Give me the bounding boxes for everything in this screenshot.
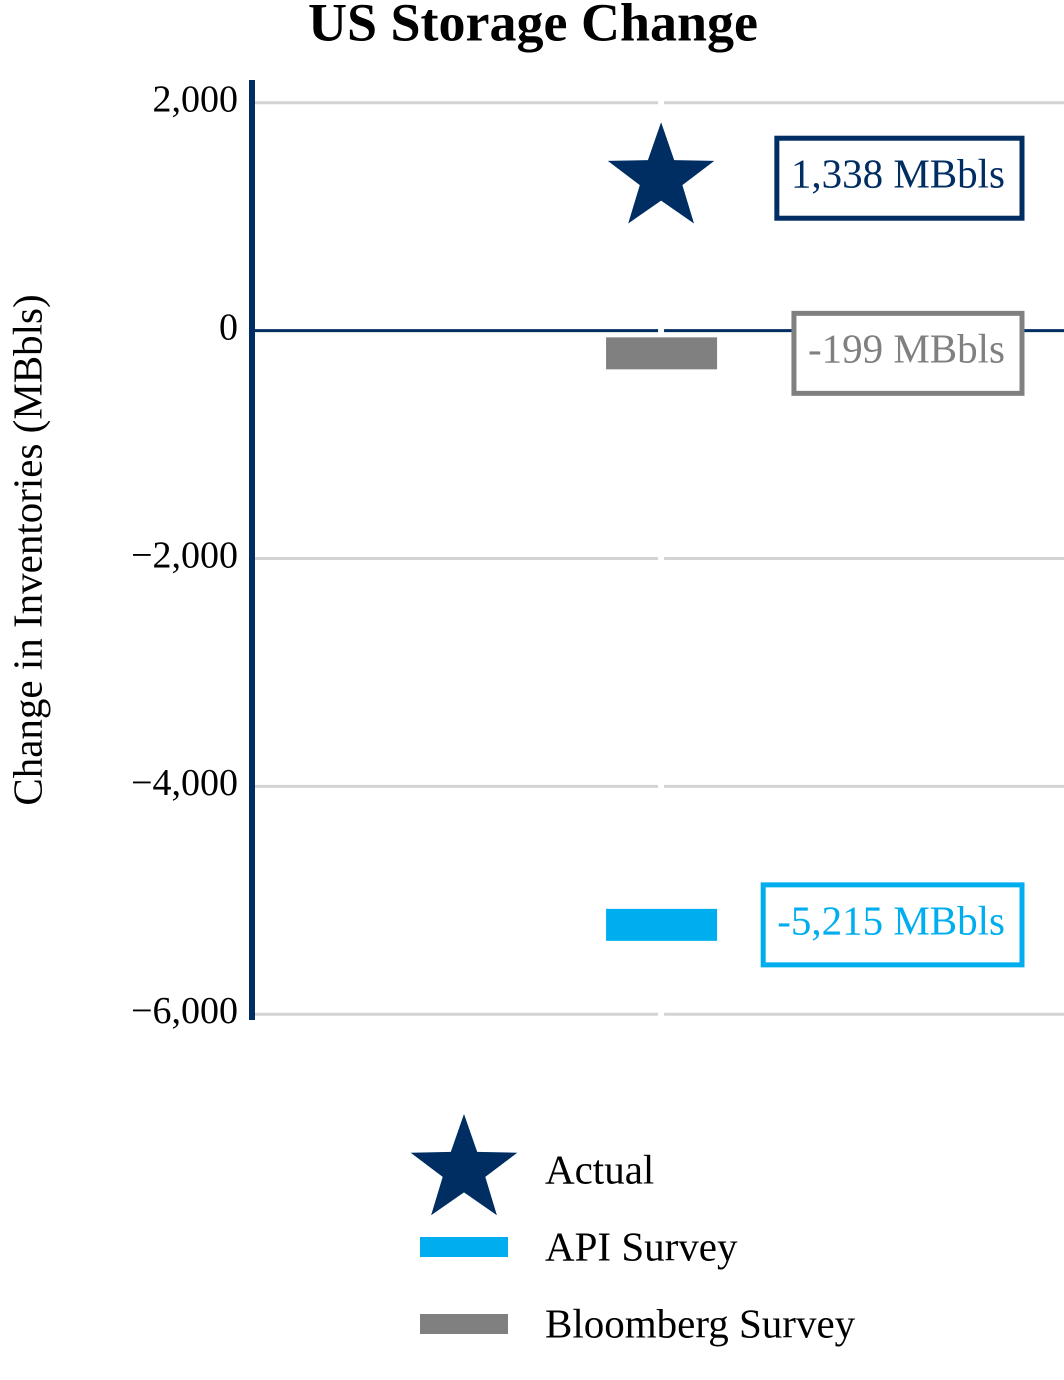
y-tick-label: −2,000: [131, 534, 238, 576]
legend-label: Actual: [545, 1146, 654, 1192]
value-label-box: [791, 310, 1025, 396]
value-label: 1,338 MBbls: [791, 151, 1005, 197]
legend-marker: [410, 1114, 518, 1216]
data-point: [607, 122, 715, 224]
legend-label: Bloomberg Survey: [545, 1300, 856, 1346]
value-label-box: [760, 882, 1025, 968]
data-point: [606, 337, 718, 370]
y-tick-label: 2,000: [153, 79, 239, 121]
value-label: -199 MBbls: [808, 326, 1005, 372]
legend-label: API Survey: [545, 1223, 738, 1269]
value-label-box: [774, 135, 1025, 221]
chart-title: US Storage Change: [308, 0, 758, 52]
y-tick-label: −4,000: [131, 762, 238, 804]
y-tick-label: −6,000: [131, 990, 238, 1032]
legend-marker: [420, 1314, 508, 1334]
data-point: [606, 908, 718, 941]
y-tick-label: 0: [219, 306, 238, 348]
y-axis-label: Change in Inventories (MBbls): [4, 294, 50, 805]
value-label: -5,215 MBbls: [777, 897, 1005, 943]
legend-marker: [420, 1237, 508, 1257]
